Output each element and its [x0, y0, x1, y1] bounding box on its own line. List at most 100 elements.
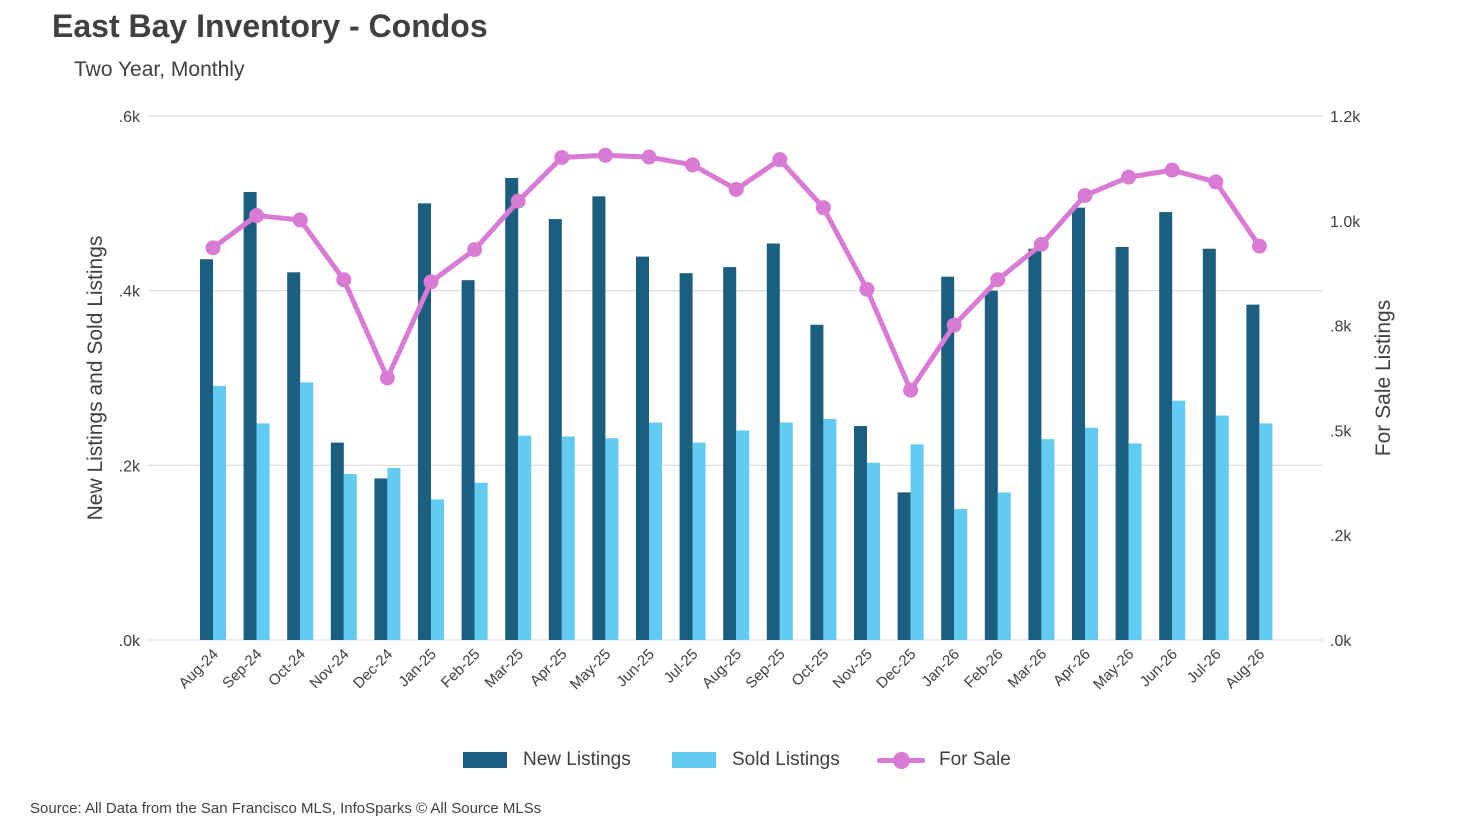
point-for-sale — [772, 152, 788, 168]
bar-new-listings — [461, 280, 475, 640]
bar-new-listings — [810, 324, 824, 640]
right-axis-title: For Sale Listings — [1372, 300, 1395, 456]
bar-new-listings — [679, 273, 693, 640]
right-tick-label: 1.2k — [1330, 109, 1361, 126]
x-tick-label: May-26 — [1090, 646, 1137, 693]
point-for-sale — [990, 272, 1006, 288]
point-for-sale — [379, 370, 395, 386]
point-for-sale — [510, 193, 526, 209]
point-for-sale — [249, 208, 265, 224]
bar-new-listings — [984, 290, 998, 640]
x-tick-label: Jul-26 — [1184, 646, 1225, 687]
bar-sold-listings — [692, 442, 706, 640]
bar-new-listings — [330, 442, 344, 640]
point-for-sale — [859, 281, 875, 297]
bar-sold-listings — [1172, 400, 1186, 640]
bar-sold-listings — [605, 438, 619, 640]
x-tick-label: Feb-25 — [438, 646, 484, 692]
bar-sold-listings — [649, 422, 662, 640]
point-for-sale — [597, 147, 613, 163]
bar-new-listings — [723, 267, 737, 640]
bar-sold-listings — [779, 422, 793, 640]
chart-subtitle: Two Year, Monthly — [74, 58, 245, 81]
bar-sold-listings — [561, 436, 575, 640]
bar-new-listings — [1072, 207, 1085, 640]
bar-sold-listings — [1085, 427, 1098, 640]
point-for-sale — [1164, 162, 1180, 178]
bar-sold-listings — [1041, 439, 1055, 640]
x-tick-label: Aug-25 — [699, 646, 745, 692]
point-for-sale — [641, 149, 657, 165]
point-for-sale — [1121, 169, 1137, 185]
bar-sold-listings — [867, 462, 880, 640]
bar-sold-listings — [910, 444, 924, 640]
bar-new-listings — [592, 196, 606, 640]
x-tick-label: Dec-25 — [873, 646, 919, 692]
point-for-sale — [1077, 187, 1093, 203]
left-tick-label: .4k — [119, 284, 141, 301]
legend-label-sold-listings: Sold Listings — [732, 749, 840, 770]
bar-new-listings — [1028, 248, 1042, 640]
x-tick-label: Nov-25 — [830, 646, 876, 692]
x-tick-label: Oct-24 — [265, 646, 309, 690]
bar-new-listings — [418, 203, 431, 641]
right-tick-label: .8k — [1330, 319, 1352, 336]
bar-new-listings — [766, 243, 780, 641]
point-for-sale — [467, 242, 483, 258]
point-for-sale — [423, 274, 439, 290]
right-tick-label: .0k — [1330, 633, 1352, 650]
bar-sold-listings — [518, 435, 532, 640]
point-for-sale — [336, 272, 352, 288]
left-tick-label: .2k — [119, 458, 141, 475]
chart-title: East Bay Inventory - Condos — [52, 8, 488, 44]
legend-item-new-listings: New Listings — [463, 745, 631, 775]
left-tick-label: .0k — [119, 633, 141, 650]
x-tick-label: Oct-25 — [788, 646, 832, 690]
point-for-sale — [554, 149, 570, 165]
bar-sold-listings — [1128, 443, 1142, 640]
bar-sold-listings — [300, 382, 314, 640]
bar-new-listings — [636, 256, 649, 640]
x-tick-label: Sep-25 — [742, 646, 788, 692]
bar-sold-listings — [1215, 415, 1229, 640]
point-for-sale — [1208, 174, 1224, 190]
x-tick-label: Mar-26 — [1005, 646, 1051, 692]
x-tick-label: Jun-26 — [1137, 646, 1181, 690]
bar-sold-listings — [1259, 423, 1273, 640]
chart-legend: New Listings Sold Listings For Sale — [0, 745, 1470, 777]
x-tick-label: May-25 — [567, 646, 614, 693]
point-for-sale — [205, 240, 221, 256]
point-for-sale — [728, 181, 744, 197]
x-tick-label: Jan-26 — [919, 646, 963, 690]
bar-new-listings — [548, 219, 562, 640]
left-axis-title: New Listings and Sold Listings — [84, 236, 107, 521]
bar-new-listings — [854, 426, 867, 640]
bar-sold-listings — [256, 423, 270, 640]
right-tick-label: 1.0k — [1330, 214, 1361, 231]
bar-sold-listings — [387, 467, 401, 640]
point-for-sale — [946, 317, 962, 333]
bar-new-listings — [243, 191, 257, 641]
bar-new-listings — [374, 478, 388, 640]
legend-label-for-sale: For Sale — [939, 749, 1011, 770]
point-for-sale — [815, 200, 831, 216]
left-tick-label: .6k — [119, 109, 141, 126]
bar-new-listings — [1115, 247, 1129, 640]
bar-sold-listings — [954, 509, 968, 640]
bar-sold-listings — [997, 492, 1011, 640]
x-tick-label: Mar-25 — [481, 646, 527, 692]
legend-swatch-new-listings — [463, 752, 507, 768]
source-note: Source: All Data from the San Francisco … — [30, 800, 542, 817]
bar-sold-listings — [823, 419, 837, 640]
bar-new-listings — [941, 276, 955, 640]
x-tick-label: Sep-24 — [219, 646, 265, 692]
bar-new-listings — [897, 492, 911, 640]
bar-new-listings — [1246, 304, 1260, 640]
x-tick-label: Jan-25 — [395, 646, 439, 690]
x-tick-label: Nov-24 — [306, 646, 352, 692]
point-for-sale — [903, 382, 919, 398]
legend-swatch-for-sale — [877, 750, 925, 770]
bar-new-listings — [1202, 248, 1216, 640]
bar-new-listings — [505, 178, 519, 641]
legend-item-sold-listings: Sold Listings — [672, 745, 840, 775]
